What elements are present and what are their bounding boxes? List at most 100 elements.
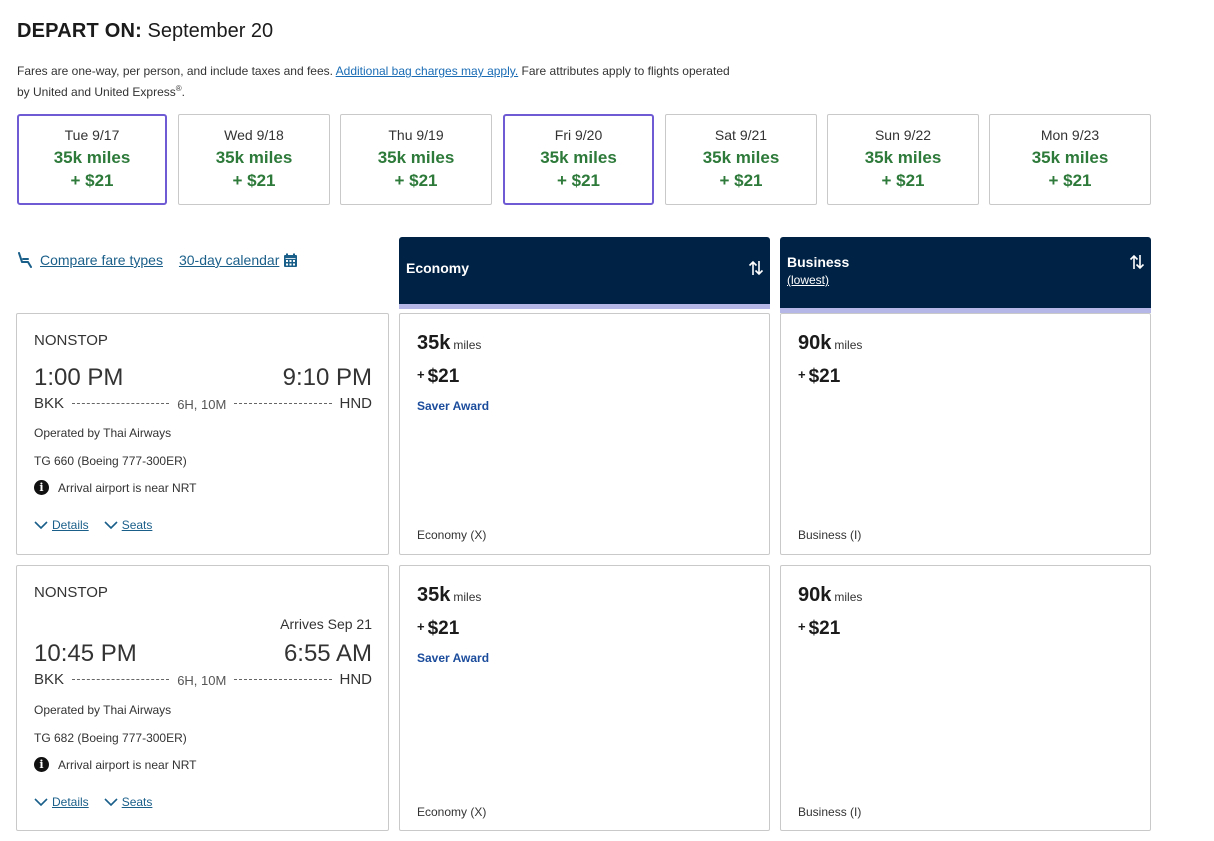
date-card-fee: + $21 (232, 171, 276, 190)
arrives-next-day-note: Arrives Sep 21 (280, 616, 372, 632)
seat-icon (18, 252, 32, 268)
chevron-down-icon (104, 797, 118, 806)
operated-by: Operated by Thai Airways (34, 703, 172, 717)
route-line (72, 679, 170, 680)
fare-fee-value: $21 (427, 366, 460, 387)
fare-fee-plus: + (798, 367, 806, 382)
details-toggle[interactable]: Details (34, 518, 89, 532)
fare-fee-plus: + (798, 619, 806, 634)
arrival-alert-text: Arrival airport is near NRT (58, 757, 197, 772)
flight-links: Details Seats (34, 795, 167, 809)
fare-miles-unit: miles (453, 590, 482, 604)
economy-column-header[interactable]: Economy (399, 237, 770, 309)
aircraft-info: TG 660 (Boeing 777-300ER) (34, 454, 187, 468)
depart-time: 1:00 PM (34, 364, 124, 391)
fare-miles: 35k miles (417, 332, 481, 355)
business-column-header[interactable]: Business (lowest) (780, 237, 1151, 313)
date-card-miles: 35k miles (864, 148, 942, 167)
date-card-day: Tue 9/17 (64, 127, 120, 143)
business-header-sub: (lowest) (787, 273, 830, 287)
flight-duration: 6H, 10M (177, 673, 227, 688)
date-card-day: Mon 9/23 (1040, 127, 1100, 143)
date-card-sun-9-22[interactable]: Sun 9/22 35k miles + $21 (827, 114, 979, 205)
date-card-miles: 35k miles (377, 148, 455, 167)
fare-cabin-class: Economy (X) (417, 805, 487, 819)
seats-toggle[interactable]: Seats (104, 518, 153, 532)
flight-card: NONSTOP Arrives Sep 21 10:45 PM 6:55 AM … (16, 565, 389, 831)
date-card-miles: 35k miles (540, 148, 617, 167)
sort-icon[interactable] (1129, 253, 1145, 271)
date-card-mon-9-23[interactable]: Mon 9/23 35k miles + $21 (989, 114, 1151, 205)
business-fare-card[interactable]: 90k miles + $21 Business (I) (780, 313, 1151, 555)
registered-mark: ® (175, 84, 182, 93)
date-card-wed-9-18[interactable]: Wed 9/18 35k miles + $21 (178, 114, 330, 205)
seats-toggle[interactable]: Seats (104, 795, 153, 809)
fare-fee: + $21 (417, 366, 459, 388)
route-line (72, 403, 170, 404)
arrival-alert: i Arrival airport is near NRT (34, 757, 196, 772)
title-label: DEPART ON: (17, 20, 142, 42)
details-toggle[interactable]: Details (34, 795, 89, 809)
flight-stops: NONSTOP (34, 584, 108, 601)
fare-miles-unit: miles (834, 590, 863, 604)
tool-links: Compare fare types 30-day calendar (17, 252, 298, 268)
fare-fee-plus: + (417, 367, 425, 382)
destination-code: HND (339, 671, 373, 688)
sort-icon[interactable] (748, 259, 764, 277)
chevron-down-icon (104, 520, 118, 529)
info-icon: i (34, 757, 49, 772)
fare-miles-value: 35k (417, 332, 451, 354)
fare-miles-value: 90k (798, 584, 832, 606)
fare-note-suffix: Fare attributes apply to flights operate… (17, 64, 730, 99)
date-card-miles: 35k miles (1031, 148, 1109, 167)
fare-fee: + $21 (798, 366, 840, 388)
date-card-fee: + $21 (556, 171, 600, 190)
business-fare-card[interactable]: 90k miles + $21 Business (I) (780, 565, 1151, 831)
business-header-label: Business (787, 254, 850, 270)
operated-by: Operated by Thai Airways (34, 426, 172, 440)
date-card-day: Wed 9/18 (224, 127, 284, 143)
date-card-miles: 35k miles (702, 148, 780, 167)
fare-cabin-class: Business (I) (798, 528, 862, 542)
fare-fee-plus: + (417, 619, 425, 634)
fare-miles-value: 35k (417, 584, 451, 606)
calendar-link[interactable]: 30-day calendar (178, 252, 280, 268)
date-card-fri-9-20[interactable]: Fri 9/20 35k miles + $21 (503, 114, 654, 205)
date-card-fee: + $21 (881, 171, 925, 190)
route-line (234, 679, 332, 680)
date-card-thu-9-19[interactable]: Thu 9/19 35k miles + $21 (340, 114, 492, 205)
fare-note-period: . (181, 85, 186, 99)
aircraft-info: TG 682 (Boeing 777-300ER) (34, 731, 187, 745)
saver-award-label: Saver Award (417, 399, 490, 413)
route-line (234, 403, 332, 404)
fare-cabin-class: Business (I) (798, 805, 862, 819)
fare-fee-value: $21 (808, 366, 841, 387)
date-card-miles: 35k miles (53, 148, 131, 167)
date-card-tue-9-17[interactable]: Tue 9/17 35k miles + $21 (17, 114, 167, 205)
seats-label: Seats (121, 795, 153, 809)
chevron-down-icon (34, 797, 48, 806)
bag-charges-link[interactable]: Additional bag charges may apply. (335, 64, 519, 78)
compare-fare-types-link[interactable]: Compare fare types (40, 252, 163, 268)
date-card-fee: + $21 (394, 171, 438, 190)
flight-links: Details Seats (34, 518, 167, 532)
economy-fare-card[interactable]: 35k miles + $21 Saver Award Economy (X) (399, 565, 770, 831)
destination-code: HND (339, 395, 373, 412)
economy-fare-card[interactable]: 35k miles + $21 Saver Award Economy (X) (399, 313, 770, 555)
flight-route: BKK 6H, 10M HND (34, 671, 372, 688)
date-card-sat-9-21[interactable]: Sat 9/21 35k miles + $21 (665, 114, 817, 205)
arrive-time: 9:10 PM (282, 364, 372, 391)
calendar-icon[interactable] (283, 253, 298, 268)
date-card-fee: + $21 (719, 171, 763, 190)
seats-label: Seats (121, 518, 153, 532)
title-date: September 20 (147, 20, 274, 42)
date-card-miles: 35k miles (215, 148, 293, 167)
saver-award-label: Saver Award (417, 651, 490, 665)
flight-duration: 6H, 10M (177, 397, 227, 412)
arrival-alert: i Arrival airport is near NRT (34, 480, 196, 495)
date-card-day: Sun 9/22 (874, 127, 932, 143)
info-icon: i (34, 480, 49, 495)
arrive-time: 6:55 AM (283, 640, 372, 667)
fare-fee: + $21 (417, 618, 459, 640)
arrival-alert-text: Arrival airport is near NRT (58, 480, 197, 495)
